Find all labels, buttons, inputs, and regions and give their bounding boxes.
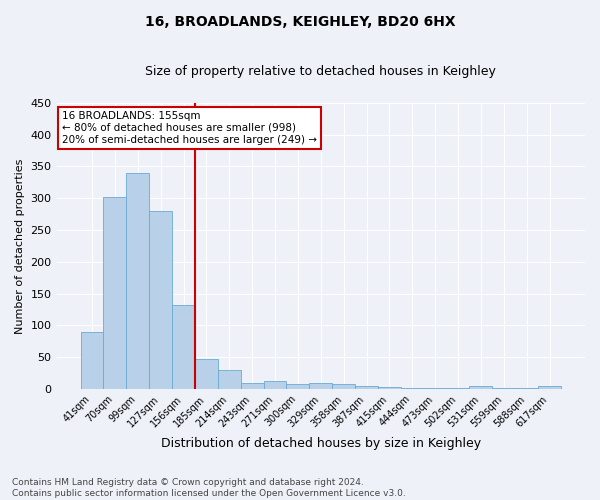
Bar	[378, 387, 401, 389]
Bar	[263, 382, 286, 389]
Bar	[424, 388, 446, 389]
Title: Size of property relative to detached houses in Keighley: Size of property relative to detached ho…	[145, 65, 496, 78]
Y-axis label: Number of detached properties: Number of detached properties	[15, 158, 25, 334]
Bar	[80, 332, 103, 389]
Bar	[103, 197, 127, 389]
Bar	[493, 388, 515, 389]
Bar	[127, 172, 149, 389]
Bar	[538, 386, 561, 389]
X-axis label: Distribution of detached houses by size in Keighley: Distribution of detached houses by size …	[161, 437, 481, 450]
Bar	[332, 384, 355, 389]
Bar	[355, 386, 378, 389]
Bar	[195, 359, 218, 389]
Bar	[286, 384, 310, 389]
Bar	[172, 305, 195, 389]
Text: 16, BROADLANDS, KEIGHLEY, BD20 6HX: 16, BROADLANDS, KEIGHLEY, BD20 6HX	[145, 15, 455, 29]
Text: Contains HM Land Registry data © Crown copyright and database right 2024.
Contai: Contains HM Land Registry data © Crown c…	[12, 478, 406, 498]
Text: 16 BROADLANDS: 155sqm
← 80% of detached houses are smaller (998)
20% of semi-det: 16 BROADLANDS: 155sqm ← 80% of detached …	[62, 112, 317, 144]
Bar	[310, 382, 332, 389]
Bar	[149, 211, 172, 389]
Bar	[401, 388, 424, 389]
Bar	[218, 370, 241, 389]
Bar	[446, 388, 469, 389]
Bar	[241, 382, 263, 389]
Bar	[469, 386, 493, 389]
Bar	[515, 388, 538, 389]
